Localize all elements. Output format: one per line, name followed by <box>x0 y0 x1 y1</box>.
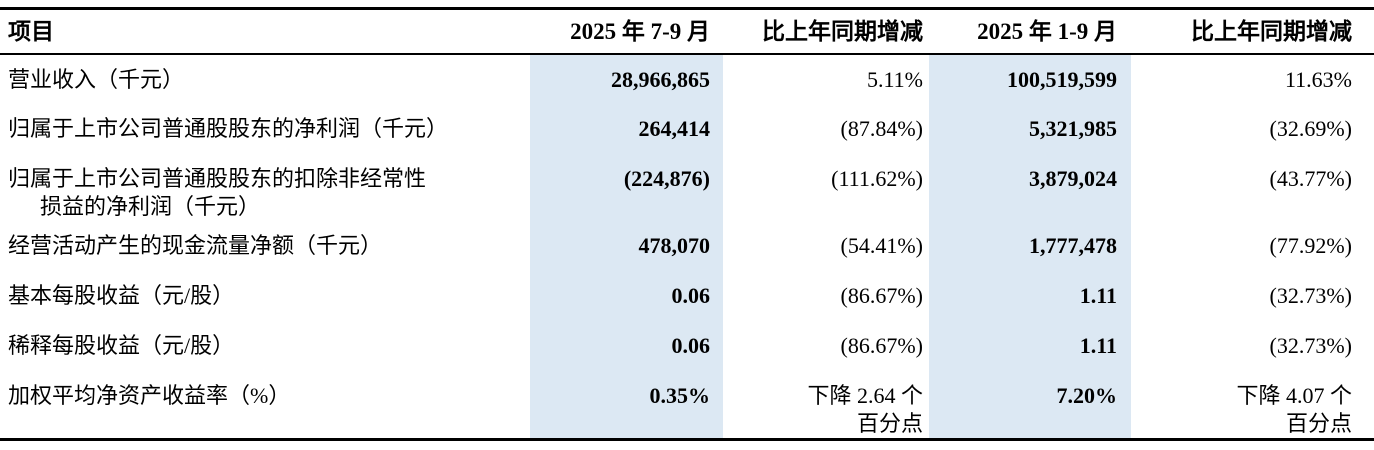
row-label: 稀释每股收益（元/股） <box>0 321 530 371</box>
q3-change-cell: (86.67%) <box>723 321 929 371</box>
row-label-line1: 经营活动产生的现金流量净额（千元） <box>8 233 383 258</box>
q3-change-line1: 5.11% <box>866 67 923 92</box>
ytd-change-line2: 百分点 <box>1285 411 1352 436</box>
q3-value-cell: 0.06 <box>530 271 723 321</box>
q3-change-cell: (111.62%) <box>723 154 929 221</box>
col-header-ytd-change: 比上年同期增减 <box>1191 18 1352 44</box>
row-label: 基本每股收益（元/股） <box>0 271 530 321</box>
col-header-ytd-period: 2025 年 1-9 月 <box>977 18 1117 44</box>
row-label: 归属于上市公司普通股股东的扣除非经常性 损益的净利润（千元） <box>0 154 530 221</box>
q3-change-line2: 百分点 <box>856 411 923 436</box>
col-header-item: 项目 <box>8 18 54 44</box>
row-label-line1: 稀释每股收益（元/股） <box>8 333 235 358</box>
ytd-value-cell: 7.20% <box>929 371 1131 440</box>
q3-change-line1: (87.84%) <box>840 116 923 141</box>
table-row: 加权平均净资产收益率（%） 0.35% 下降 2.64 个 百分点 7.20% … <box>0 371 1374 440</box>
row-label: 加权平均净资产收益率（%） <box>0 371 530 440</box>
ytd-value-cell: 1,777,478 <box>929 221 1131 271</box>
q3-change-cell: (54.41%) <box>723 221 929 271</box>
ytd-change-line1: (32.73%) <box>1269 333 1352 358</box>
row-label: 经营活动产生的现金流量净额（千元） <box>0 221 530 271</box>
ytd-change-line1: (77.92%) <box>1269 233 1352 258</box>
q3-change-cell: 5.11% <box>723 54 929 104</box>
row-label-line1: 营业收入（千元） <box>8 67 185 92</box>
row-label-line1: 加权平均净资产收益率（%） <box>8 383 291 408</box>
ytd-change-cell: (32.73%) <box>1131 321 1374 371</box>
row-label: 归属于上市公司普通股股东的净利润（千元） <box>0 104 530 154</box>
q3-value-cell: 264,414 <box>530 104 723 154</box>
table-row: 经营活动产生的现金流量净额（千元） 478,070 (54.41%) 1,777… <box>0 221 1374 271</box>
q3-change-line1: 下降 2.64 个 <box>807 383 923 408</box>
table-row: 稀释每股收益（元/股） 0.06 (86.67%) 1.11 (32.73%) <box>0 321 1374 371</box>
ytd-value-cell: 3,879,024 <box>929 154 1131 221</box>
ytd-change-line1: (32.73%) <box>1269 283 1352 308</box>
col-header-q3-period: 2025 年 7-9 月 <box>570 18 710 44</box>
q3-change-cell: (87.84%) <box>723 104 929 154</box>
row-label-line1: 基本每股收益（元/股） <box>8 283 235 308</box>
ytd-change-cell: (77.92%) <box>1131 221 1374 271</box>
table-header-row: 项目 2025 年 7-9 月 比上年同期增减 2025 年 1-9 月 比上年… <box>0 9 1374 54</box>
q3-value-cell: 0.35% <box>530 371 723 440</box>
q3-change-line1: (54.41%) <box>840 233 923 258</box>
col-header-q3-change: 比上年同期增减 <box>762 18 923 44</box>
q3-value-cell: (224,876) <box>530 154 723 221</box>
table-row: 归属于上市公司普通股股东的净利润（千元） 264,414 (87.84%) 5,… <box>0 104 1374 154</box>
ytd-change-cell: 11.63% <box>1131 54 1374 104</box>
ytd-change-cell: (32.69%) <box>1131 104 1374 154</box>
q3-value-cell: 28,966,865 <box>530 54 723 104</box>
table-row: 归属于上市公司普通股股东的扣除非经常性 损益的净利润（千元） (224,876)… <box>0 154 1374 221</box>
ytd-value-cell: 5,321,985 <box>929 104 1131 154</box>
table-row: 营业收入（千元） 28,966,865 5.11% 100,519,599 11… <box>0 54 1374 104</box>
row-label-line2: 损益的净利润（千元） <box>40 194 261 219</box>
ytd-change-line1: 下降 4.07 个 <box>1236 383 1352 408</box>
ytd-value-cell: 1.11 <box>929 271 1131 321</box>
q3-change-cell: (86.67%) <box>723 271 929 321</box>
row-label-line1: 归属于上市公司普通股股东的净利润（千元） <box>8 116 449 141</box>
row-label-line1: 归属于上市公司普通股股东的扣除非经常性 <box>8 166 427 191</box>
q3-change-line1: (86.67%) <box>840 283 923 308</box>
q3-change-line1: (111.62%) <box>831 166 923 191</box>
table-row: 基本每股收益（元/股） 0.06 (86.67%) 1.11 (32.73%) <box>0 271 1374 321</box>
ytd-change-line1: (32.69%) <box>1269 116 1352 141</box>
ytd-change-cell: 下降 4.07 个 百分点 <box>1131 371 1374 440</box>
q3-change-cell: 下降 2.64 个 百分点 <box>723 371 929 440</box>
ytd-value-cell: 1.11 <box>929 321 1131 371</box>
ytd-value-cell: 100,519,599 <box>929 54 1131 104</box>
ytd-change-line1: (43.77%) <box>1269 166 1352 191</box>
ytd-change-line1: 11.63% <box>1284 67 1352 92</box>
q3-value-cell: 478,070 <box>530 221 723 271</box>
financial-summary-table: 项目 2025 年 7-9 月 比上年同期增减 2025 年 1-9 月 比上年… <box>0 7 1374 441</box>
ytd-change-cell: (32.73%) <box>1131 271 1374 321</box>
row-label: 营业收入（千元） <box>0 54 530 104</box>
ytd-change-cell: (43.77%) <box>1131 154 1374 221</box>
q3-value-cell: 0.06 <box>530 321 723 371</box>
q3-change-line1: (86.67%) <box>840 333 923 358</box>
